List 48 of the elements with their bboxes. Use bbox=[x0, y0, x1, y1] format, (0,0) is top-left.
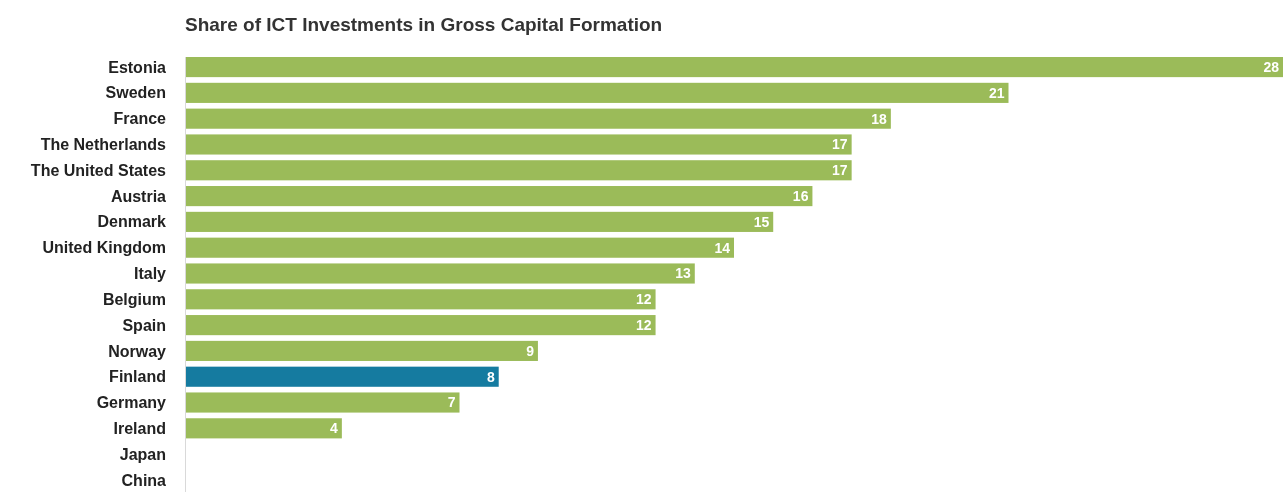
data-label: 8 bbox=[486, 368, 495, 385]
data-label: 7 bbox=[447, 394, 456, 411]
bar bbox=[185, 315, 656, 336]
y-tick-label: France bbox=[113, 110, 167, 128]
y-tick-label: Spain bbox=[122, 316, 166, 334]
bar bbox=[185, 237, 734, 258]
bar bbox=[185, 211, 774, 232]
bar bbox=[185, 160, 852, 181]
bar bbox=[185, 82, 1009, 103]
data-label: 18 bbox=[871, 110, 888, 127]
y-tick-label: The United States bbox=[30, 161, 167, 179]
y-tick-label: Norway bbox=[108, 342, 167, 360]
data-label: 15 bbox=[753, 213, 770, 230]
bar bbox=[185, 134, 852, 155]
data-label: 21 bbox=[988, 84, 1005, 101]
bar bbox=[185, 57, 1283, 78]
data-label: 16 bbox=[792, 187, 809, 204]
y-tick-label: Sweden bbox=[105, 84, 166, 102]
y-tick-label: Finland bbox=[109, 368, 166, 386]
bar bbox=[185, 186, 813, 207]
bar bbox=[185, 392, 460, 413]
bar bbox=[185, 263, 695, 284]
data-label: 17 bbox=[832, 136, 848, 153]
bar bbox=[185, 366, 499, 387]
data-label: 9 bbox=[526, 342, 535, 359]
y-tick-label: The Netherlands bbox=[40, 136, 167, 154]
y-tick-label: Japan bbox=[119, 445, 166, 463]
y-tick-label: Italy bbox=[133, 265, 167, 283]
bar bbox=[185, 289, 656, 310]
y-tick-label: China bbox=[121, 471, 167, 489]
data-label: 12 bbox=[635, 291, 652, 308]
data-label: 14 bbox=[714, 239, 731, 256]
y-tick-label: United Kingdom bbox=[42, 239, 166, 257]
data-label: 17 bbox=[832, 162, 848, 179]
y-tick-label: Belgium bbox=[102, 290, 166, 308]
y-tick-label: Estonia bbox=[108, 58, 167, 76]
y-tick-label: Denmark bbox=[97, 213, 167, 231]
y-tick-label: Austria bbox=[110, 187, 167, 205]
bar bbox=[185, 418, 342, 439]
bar bbox=[185, 108, 891, 129]
bar bbox=[185, 340, 538, 361]
y-tick-label: Ireland bbox=[113, 419, 166, 437]
data-label: 28 bbox=[1263, 58, 1280, 75]
data-label: 12 bbox=[635, 317, 652, 334]
data-label: 4 bbox=[330, 420, 339, 437]
data-label: 13 bbox=[675, 265, 691, 282]
y-tick-label: Germany bbox=[96, 394, 167, 412]
chart-title: Share of ICT Investments in Gross Capital Formation bbox=[185, 14, 663, 35]
